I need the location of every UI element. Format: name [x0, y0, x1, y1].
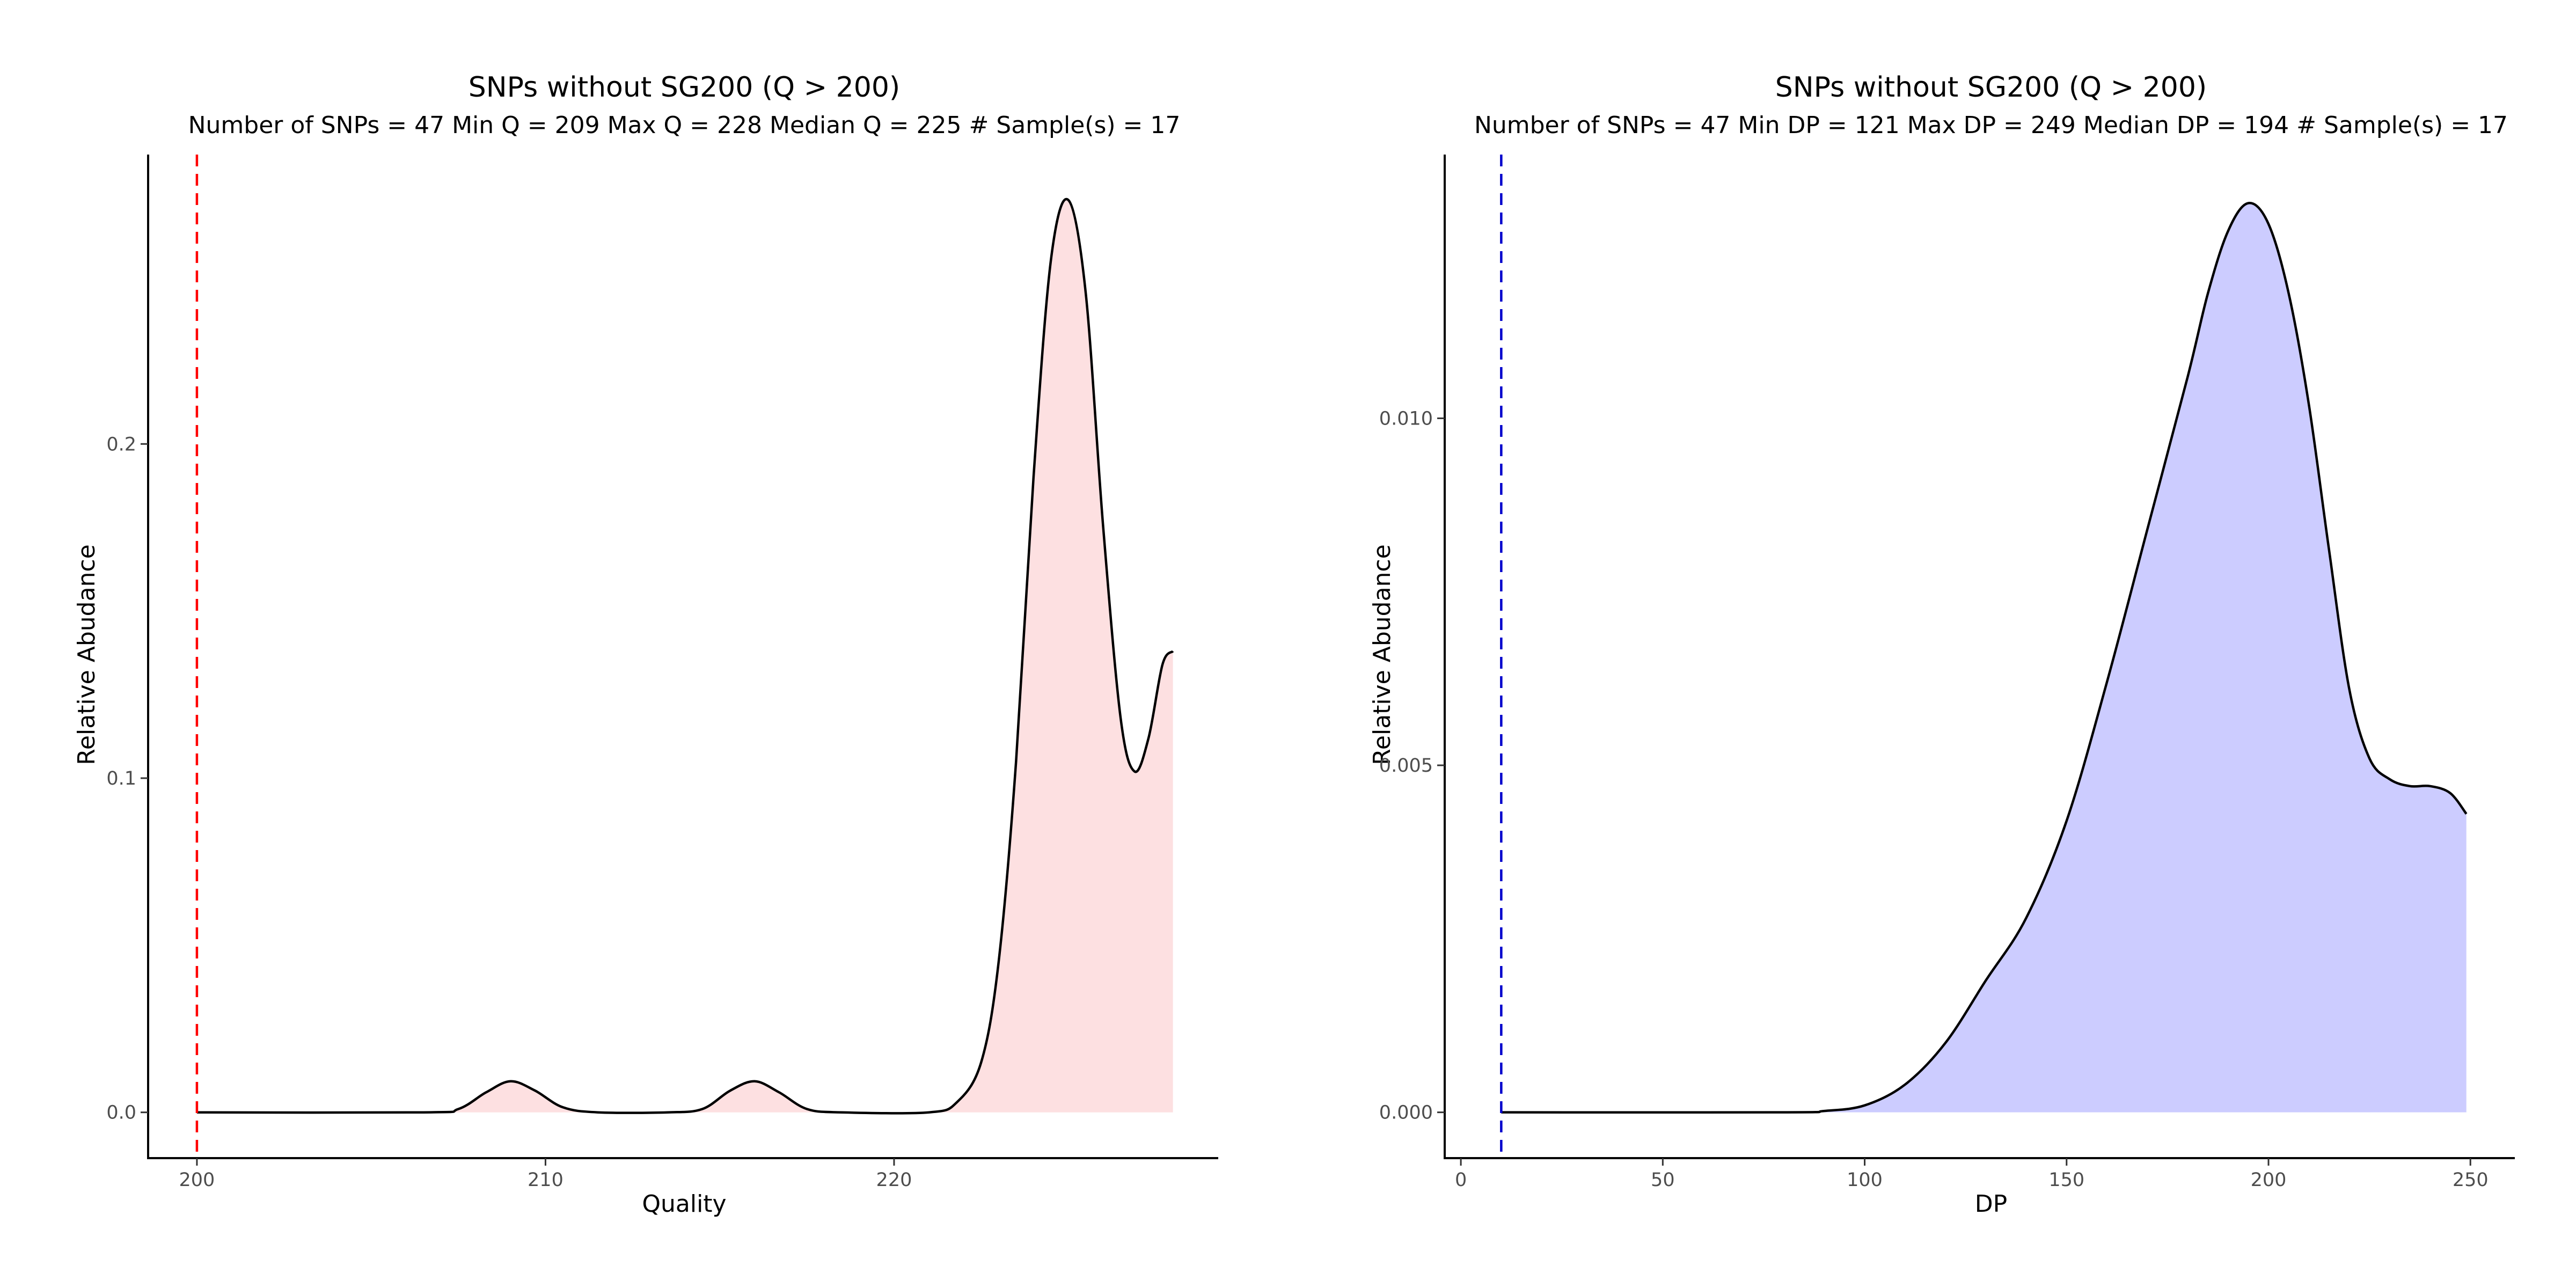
- x-tick-label: 250: [2453, 1169, 2489, 1191]
- x-axis-title: DP: [1975, 1190, 2007, 1218]
- y-tick-label: 0.000: [1379, 1102, 1433, 1124]
- quality-density-chart: SNPs without SG200 (Q > 200) Number of S…: [73, 71, 1218, 1218]
- y-tick-label: 0.010: [1379, 408, 1433, 429]
- chart-title: SNPs without SG200 (Q > 200): [469, 71, 900, 104]
- y-axis-title: Relative Abudance: [1368, 544, 1396, 765]
- x-tick-label: 100: [1847, 1169, 1883, 1191]
- x-tick-label: 220: [876, 1169, 912, 1191]
- y-tick-label: 0.005: [1379, 755, 1433, 777]
- x-tick-label: 0: [1455, 1169, 1467, 1191]
- density-curve: [1501, 202, 2468, 1114]
- density-curve: [196, 197, 1174, 1115]
- chart-subtitle: Number of SNPs = 47 Min Q = 209 Max Q = …: [188, 112, 1181, 139]
- dp-density-chart: SNPs without SG200 (Q > 200) Number of S…: [1368, 71, 2515, 1218]
- chart-title: SNPs without SG200 (Q > 200): [1775, 71, 2207, 104]
- x-tick-label: 200: [179, 1169, 215, 1191]
- x-tick-label: 50: [1651, 1169, 1675, 1191]
- x-tick-label: 150: [2048, 1169, 2084, 1191]
- x-axis-title: Quality: [642, 1190, 726, 1218]
- x-tick-label: 200: [2251, 1169, 2287, 1191]
- density-area-fill: [1501, 203, 2467, 1113]
- y-axis-title: Relative Abudance: [73, 544, 100, 765]
- y-tick-label: 0.1: [106, 768, 136, 789]
- y-tick-label: 0.2: [106, 434, 136, 455]
- density-area-fill: [196, 199, 1173, 1114]
- y-tick-label: 0.0: [106, 1102, 136, 1124]
- x-tick-label: 210: [528, 1169, 564, 1191]
- chart-subtitle: Number of SNPs = 47 Min DP = 121 Max DP …: [1474, 112, 2508, 139]
